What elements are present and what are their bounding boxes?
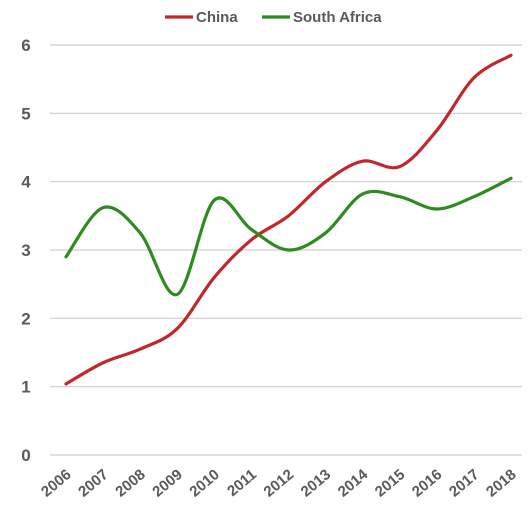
- gridlines: [50, 44, 522, 456]
- y-tick-label-4: 4: [21, 173, 31, 192]
- x-axis-tick-labels: 2006 2007 2008 2009 2010 2011 2012 2013 2014 2015…: [38, 466, 519, 501]
- x-tick-label-2007: 2007: [75, 466, 111, 500]
- legend-label-south-africa: South Africa: [293, 9, 382, 26]
- legend: China South Africa: [165, 9, 382, 26]
- y-tick-label-3: 3: [21, 241, 30, 260]
- y-tick-label-5: 5: [21, 104, 30, 123]
- x-tick-label-2008: 2008: [112, 466, 148, 500]
- x-tick-label-2010: 2010: [186, 466, 222, 500]
- x-tick-label-2013: 2013: [298, 466, 334, 500]
- y-axis-tick-labels: 0 1 2 3 4 5 6: [21, 36, 31, 465]
- x-tick-label-2011: 2011: [224, 466, 260, 500]
- y-tick-label-0: 0: [21, 446, 30, 465]
- x-tick-label-2009: 2009: [149, 466, 185, 500]
- x-tick-label-2015: 2015: [372, 466, 408, 500]
- x-tick-label-2018: 2018: [483, 466, 519, 500]
- series-line-china: [64, 53, 513, 386]
- y-tick-label-6: 6: [21, 36, 30, 55]
- series-lines: [64, 53, 513, 386]
- x-tick-label-2014: 2014: [335, 466, 372, 501]
- legend-label-china: China: [196, 9, 238, 26]
- series-line-south-africa: [64, 176, 513, 297]
- x-tick-label-2016: 2016: [409, 466, 445, 500]
- x-tick-label-2012: 2012: [261, 466, 297, 500]
- y-tick-label-2: 2: [21, 309, 30, 328]
- y-tick-label-1: 1: [21, 378, 30, 397]
- x-tick-label-2017: 2017: [446, 466, 482, 500]
- x-tick-label-2006: 2006: [38, 466, 74, 500]
